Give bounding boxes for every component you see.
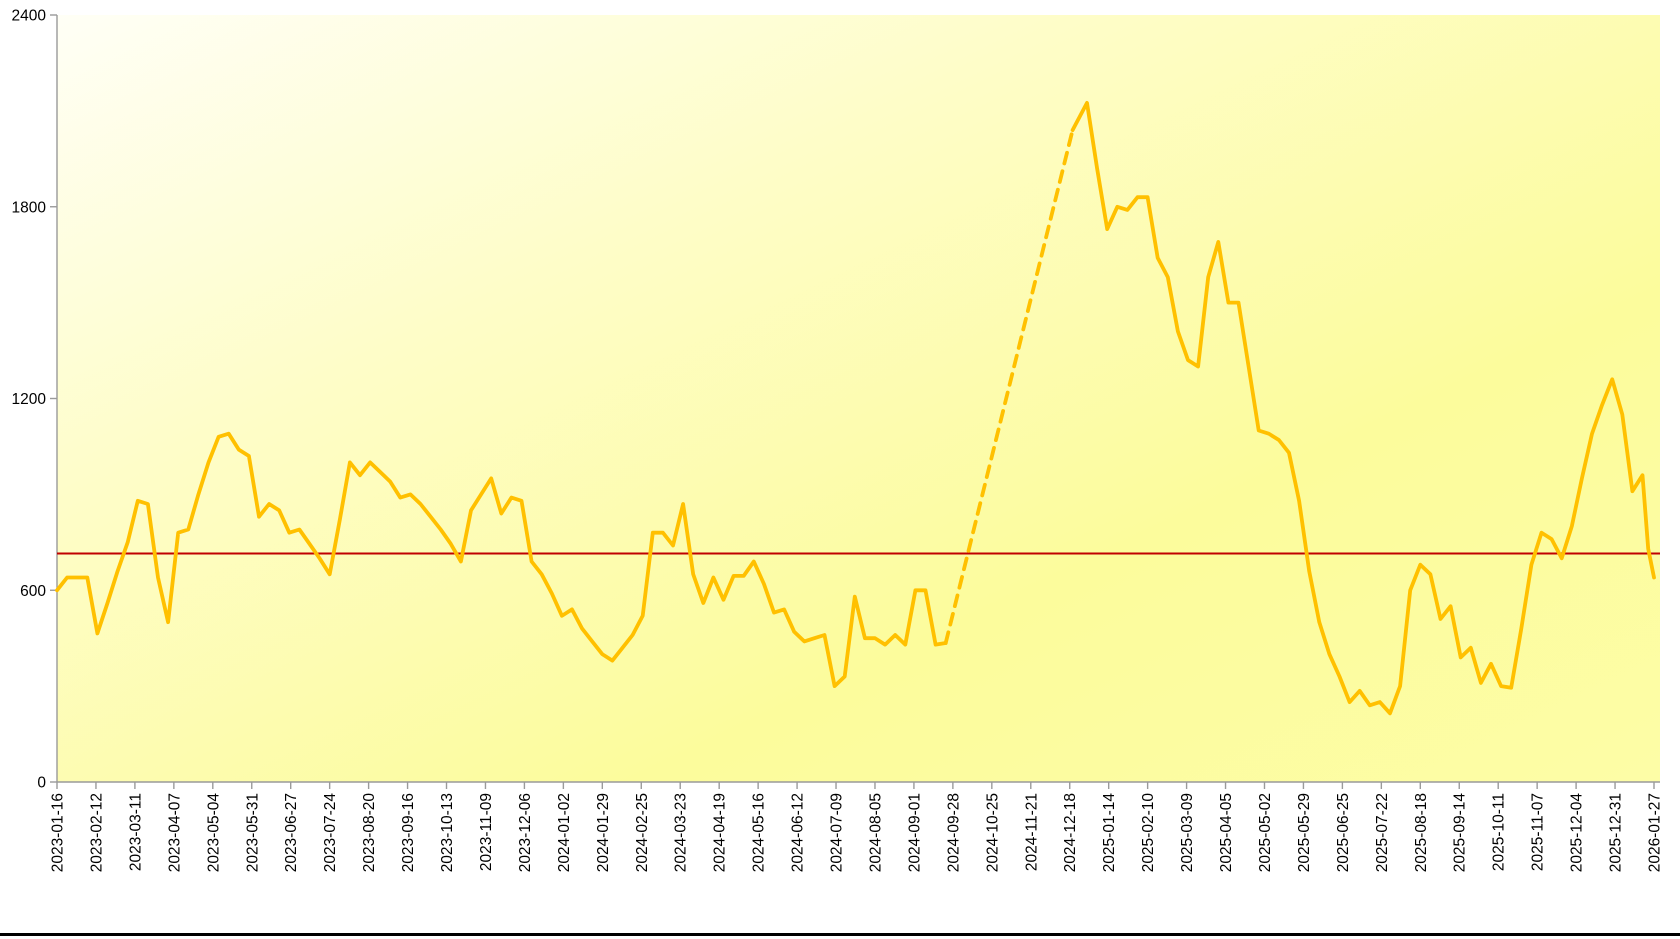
x-tick-label: 2025-07-22 [1374,793,1391,872]
x-tick-label: 2025-06-25 [1335,793,1352,872]
x-tick-label: 2025-09-14 [1452,793,1469,873]
x-tick-label: 2024-04-19 [712,793,729,872]
y-tick-label: 2400 [12,8,47,25]
x-tick-label: 2025-04-05 [1218,793,1235,872]
x-tick-label: 2025-01-14 [1101,793,1118,873]
x-tick-label: 2023-07-24 [322,793,339,873]
x-tick-label: 2026-01-27 [1647,793,1664,872]
plot-area [57,15,1660,782]
x-tick-label: 2023-11-09 [478,793,495,871]
x-tick-label: 2024-09-28 [945,793,962,872]
x-tick-label: 2023-01-16 [50,793,67,872]
x-tick-label: 2023-10-13 [439,793,456,872]
x-tick-label: 2023-04-07 [166,793,183,872]
y-tick-label: 600 [20,583,46,600]
x-tick-label: 2024-08-05 [867,793,884,872]
bottom-divider [0,933,1680,936]
x-tick-label: 2024-10-25 [984,793,1001,872]
x-tick-label: 2024-02-25 [634,793,651,872]
x-tick-label: 2025-03-09 [1179,793,1196,872]
x-tick-label: 2024-07-09 [829,793,846,872]
x-tick-label: 2024-05-16 [751,793,768,872]
x-tick-label: 2025-11-07 [1530,793,1547,871]
x-tick-label: 2023-08-20 [361,793,378,873]
y-tick-label: 1200 [12,391,47,408]
x-tick-label: 2024-01-29 [595,793,612,872]
x-tick-label: 2024-09-01 [906,793,923,872]
x-tick-label: 2025-05-29 [1296,793,1313,872]
x-tick-label: 2023-12-06 [517,793,534,872]
x-tick-label: 2023-05-31 [244,793,261,872]
x-tick-label: 2025-12-04 [1569,793,1586,873]
x-tick-label: 2025-08-18 [1413,793,1430,872]
data-series-line-dashed-gap [943,128,1075,645]
x-tick-label: 2025-05-02 [1257,793,1274,872]
x-tick-label: 2025-10-11 [1491,793,1508,871]
data-series-line-solid [1070,101,1656,716]
x-tick-label: 2023-02-12 [88,793,105,872]
x-tick-label: 2023-05-04 [205,793,222,873]
y-tick-label: 1800 [12,199,47,216]
x-tick-label: 2023-09-16 [400,793,417,872]
x-tick-label: 2024-11-21 [1023,793,1040,871]
x-tick-label: 2023-06-27 [283,793,300,872]
x-tick-label: 2024-01-02 [556,793,573,872]
y-tick-label: 0 [37,775,46,792]
x-tick-label: 2024-12-18 [1062,793,1079,872]
data-series-line-solid [55,431,948,688]
x-tick-label: 2024-03-23 [673,793,690,872]
x-tick-label: 2025-02-10 [1140,793,1157,873]
x-tick-label: 2025-12-31 [1608,793,1625,872]
x-tick-label: 2023-03-11 [127,793,144,871]
x-tick-label: 2024-06-12 [790,793,807,872]
